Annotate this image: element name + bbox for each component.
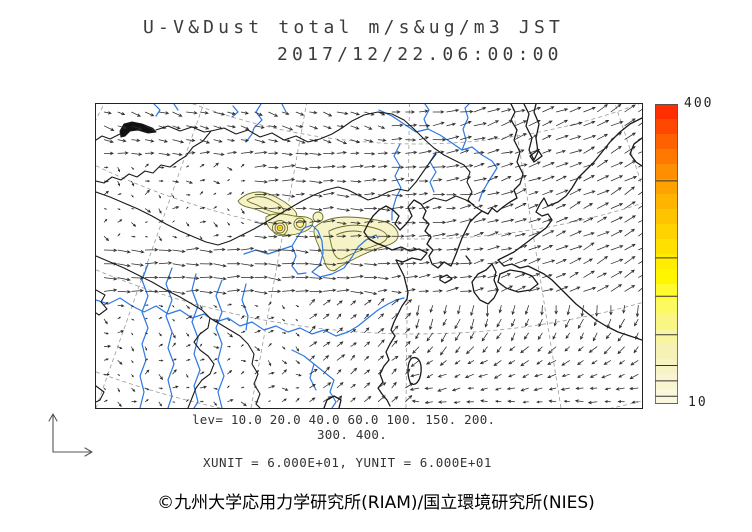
border-left-low <box>96 385 105 403</box>
border-west-chain <box>96 130 212 184</box>
island-tsushima <box>465 255 471 262</box>
attribution-text: ©九州大学応用力学研究所(RIAM)/国立環境研究所(NIES) <box>157 493 595 513</box>
dust-core2-ring <box>293 217 307 231</box>
axes-indicator <box>48 413 93 457</box>
axes-x-arrow <box>52 447 93 457</box>
border-left-wiggle <box>96 289 108 316</box>
peninsula-leizhou <box>323 395 342 408</box>
island-hokkaido-edge <box>629 137 642 167</box>
island-sakhalin-strip <box>523 104 540 161</box>
dust-blob-east <box>313 216 399 272</box>
border-korea-north <box>422 195 475 206</box>
colorbar-min-label: 10 <box>688 395 708 410</box>
dust-core2-center <box>296 220 304 228</box>
dust-core1-ring-outer <box>272 220 288 236</box>
plot-title: U-V&Dust total m/s&ug/m3 JST <box>143 17 565 38</box>
lake-uvs <box>119 121 157 138</box>
map-frame <box>95 103 643 409</box>
map-canvas <box>96 104 642 408</box>
vector-units-label: XUNIT = 6.000E+01, YUNIT = 6.000E+01 <box>203 455 492 470</box>
border-himalaya <box>96 255 215 408</box>
border-mongolia-north <box>155 111 483 212</box>
island-jeju <box>439 274 453 284</box>
colorbar-max-label: 400 <box>684 96 714 111</box>
island-sado <box>529 149 543 163</box>
dust-core1-ring-mid <box>274 222 286 234</box>
dust-core1-dot <box>278 226 282 230</box>
island-shikoku <box>497 269 539 293</box>
border-kazakh <box>96 133 121 141</box>
border-indochina <box>209 317 261 408</box>
graticule-layer <box>96 104 642 408</box>
axes-y-arrow <box>48 413 58 453</box>
island-taiwan <box>407 356 422 386</box>
dust-blob-east-inner <box>328 224 388 260</box>
island-kyushu <box>471 263 499 305</box>
contour-levels-line2: 300. 400. <box>317 427 387 442</box>
border-mongolia-south <box>96 153 437 246</box>
contour-levels-line1: lev= 10.0 20.0 40.0 60.0 100. 150. 200. <box>192 412 496 427</box>
dust-blob-small <box>312 211 324 223</box>
island-honshu <box>497 117 642 341</box>
dust-blob-east-inner2 <box>335 230 363 236</box>
rivers-layer <box>96 104 498 408</box>
coast-mainland <box>363 104 524 407</box>
dust-blob-west-inner <box>246 196 285 214</box>
coastlines-layer <box>96 104 642 408</box>
plot-timestamp: 2017/12/22.06:00:00 <box>277 44 563 65</box>
colorbar <box>655 103 678 405</box>
wind-vectors-layer <box>103 104 642 408</box>
